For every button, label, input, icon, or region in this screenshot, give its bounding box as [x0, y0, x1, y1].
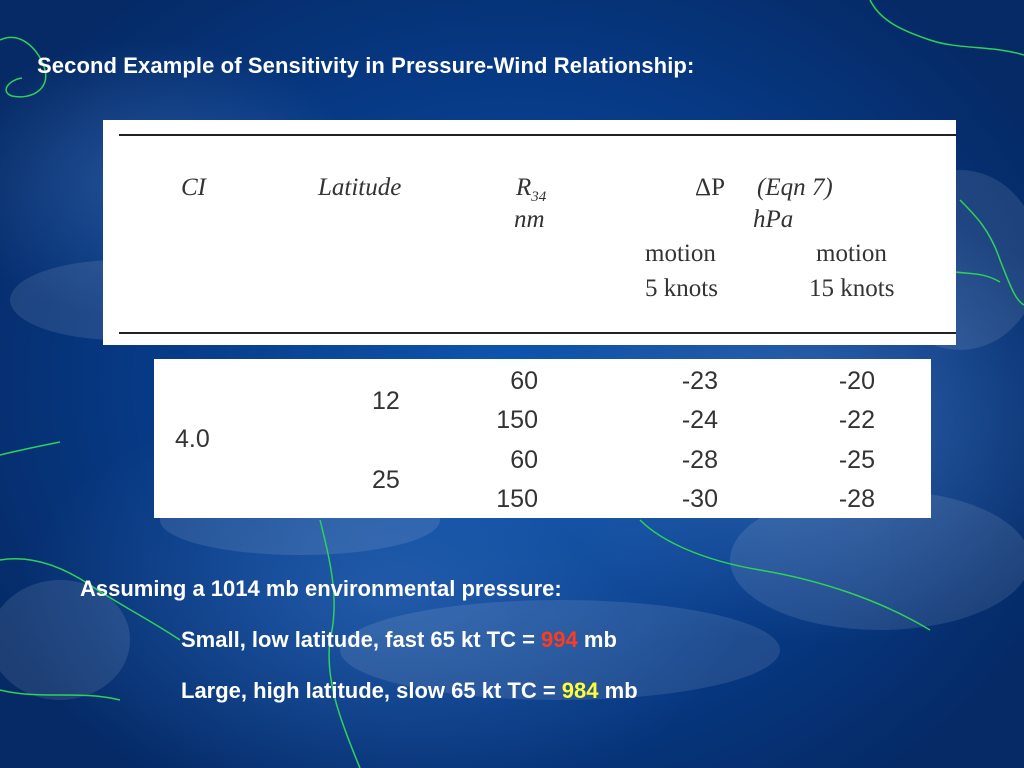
header-motion-15-line1: motion	[816, 240, 887, 267]
header-motion-5-line1: motion	[645, 240, 716, 267]
header-motion-5-line2: 5 knots	[645, 275, 718, 302]
header-r34: R34	[516, 174, 546, 206]
ci-value: 4.0	[175, 425, 210, 453]
latitude-group-1: 12	[372, 387, 400, 415]
header-motion-15-line2: 15 knots	[809, 275, 895, 302]
table-row-2-dp15: -22	[838, 406, 875, 434]
small-tc-line: Small, low latitude, fast 65 kt TC = 994…	[181, 627, 617, 653]
header-eqn-ref: (Eqn 7)	[757, 174, 833, 201]
large-tc-pressure: 984	[561, 678, 599, 703]
table-row-4-r34: 150	[496, 485, 538, 513]
header-r34-subscript: 34	[531, 189, 547, 205]
small-tc-pressure: 994	[541, 627, 578, 652]
table-row-1-dp5: -23	[681, 367, 718, 395]
table-body-panel: 4.0 12 25 60 -23 -20 150 -24 -22 60 -28 …	[154, 359, 931, 518]
slide-title: Second Example of Sensitivity in Pressur…	[37, 53, 695, 78]
table-row-3-dp5: -28	[681, 446, 718, 474]
table-row-2-r34: 150	[496, 406, 538, 434]
latitude-group-2: 25	[372, 466, 400, 494]
header-r34-symbol: R	[516, 174, 532, 201]
small-tc-label: Small, low latitude, fast 65 kt TC =	[181, 627, 542, 652]
table-row-1-dp15: -20	[838, 367, 875, 395]
table-row-1-r34: 60	[510, 367, 538, 395]
table-row-2-dp5: -24	[681, 406, 718, 434]
table-header-panel: CI Latitude R34 nm ΔP (Eqn 7) hPa motion…	[103, 120, 956, 345]
assumption-text: Assuming a 1014 mb environmental pressur…	[80, 576, 562, 601]
large-tc-unit: mb	[598, 678, 638, 703]
table-row-3-r34: 60	[510, 446, 538, 474]
header-delta-p-unit: hPa	[753, 206, 794, 233]
header-latitude: Latitude	[318, 174, 402, 201]
large-tc-label: Large, high latitude, slow 65 kt TC =	[181, 678, 562, 703]
table-row-4-dp15: -28	[838, 485, 875, 513]
header-ci: CI	[181, 174, 206, 201]
large-tc-line: Large, high latitude, slow 65 kt TC = 98…	[181, 678, 638, 704]
table-row-3-dp15: -25	[838, 446, 875, 474]
table-row-4-dp5: -30	[681, 485, 718, 513]
header-r34-unit: nm	[514, 206, 545, 233]
header-bottom-rule	[119, 332, 956, 334]
header-delta-p: ΔP	[695, 174, 725, 201]
header-top-rule	[119, 134, 956, 136]
small-tc-unit: mb	[577, 627, 617, 652]
